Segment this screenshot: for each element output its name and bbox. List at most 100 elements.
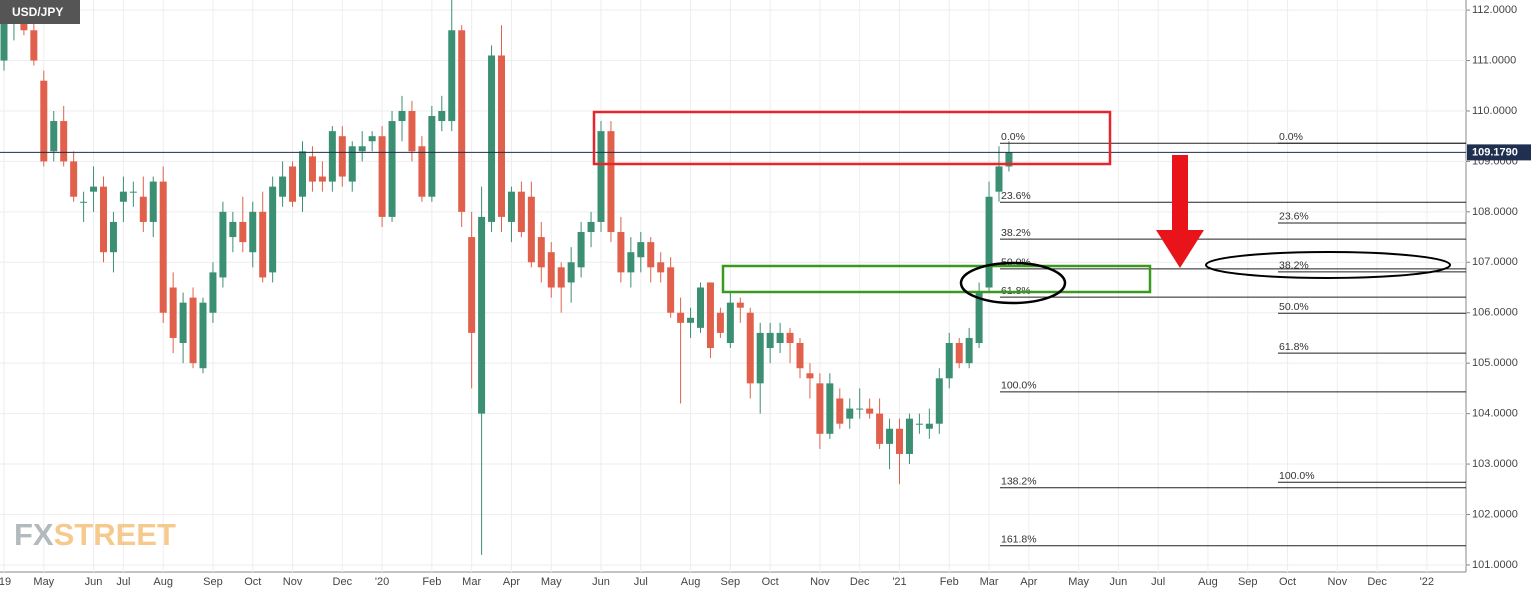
x-tick-label: Apr	[1020, 576, 1037, 588]
candle-body	[149, 181, 157, 222]
candle-body	[199, 302, 207, 369]
candle-body	[318, 176, 326, 182]
x-tick-label: Oct	[762, 576, 779, 588]
x-tick-label: Aug	[153, 576, 173, 588]
candle-body	[975, 292, 983, 343]
candle-body	[856, 408, 864, 410]
x-tick-label: Nov	[283, 576, 303, 588]
candle-body	[458, 30, 466, 212]
candle-body	[418, 146, 426, 197]
support-box	[721, 264, 1152, 294]
candle-body	[40, 80, 48, 162]
x-tick-label: '20	[375, 576, 389, 588]
watermark: FXSTREET	[14, 517, 176, 552]
candle-body	[935, 378, 943, 424]
price-label-box	[1467, 144, 1531, 161]
candle-body	[80, 201, 88, 203]
candle-body	[259, 211, 267, 278]
candle-body	[229, 221, 237, 238]
candle-body	[567, 262, 575, 283]
candle-body	[338, 136, 346, 177]
candle-body	[249, 211, 257, 253]
chart-title: USD/JPY	[12, 5, 63, 19]
watermark-fx: FX	[14, 517, 54, 552]
candle-body	[1005, 152, 1013, 167]
resistance-box	[592, 110, 1112, 166]
arrow-head	[1156, 230, 1204, 268]
candle-body	[746, 312, 754, 384]
fib-label: 138.2%	[1001, 476, 1037, 488]
candle-body	[269, 186, 277, 273]
candle-body	[736, 302, 744, 308]
candle-body	[60, 121, 68, 162]
candle-body	[428, 116, 436, 197]
x-tick-label: Aug	[1198, 576, 1218, 588]
candle-body	[109, 221, 117, 253]
candle-body	[557, 267, 565, 288]
candle-body	[438, 110, 446, 122]
candle-body	[279, 176, 287, 197]
y-tick-label: 110.0000	[1472, 105, 1517, 117]
x-tick-label: Feb	[940, 576, 959, 588]
candle-body	[50, 121, 58, 152]
candle-body	[925, 423, 933, 429]
fib-label: 0.0%	[1001, 131, 1025, 143]
x-tick-label: Sep	[1238, 576, 1258, 588]
candle-body	[786, 332, 794, 343]
arrow-shaft	[1172, 155, 1188, 231]
candle-body	[706, 282, 714, 349]
candle-body	[905, 418, 913, 454]
plot: 109.1790 0.0% 23.6% 38.2% 50.0% 61.8% 100.0% 13…	[0, 0, 1531, 555]
x-tick-label: Dec	[1367, 576, 1387, 588]
candle-body	[90, 186, 98, 192]
candle-body	[806, 373, 814, 379]
candle-body	[627, 252, 635, 273]
candle-body	[70, 161, 78, 197]
candle-body	[209, 272, 217, 313]
x-tick-label: Jun	[592, 576, 610, 588]
y-tick-label: 112.0000	[1472, 4, 1517, 16]
fib-label: 38.2%	[1001, 227, 1031, 239]
candle-body	[100, 186, 107, 253]
y-tick-label: 111.0000	[1472, 54, 1516, 66]
candle-body	[388, 121, 396, 217]
candle-body	[378, 136, 386, 217]
title-box	[0, 0, 80, 24]
x-tick-label: Jul	[116, 576, 130, 588]
candle-body	[348, 146, 356, 182]
y-tick-label: 104.0000	[1472, 408, 1518, 420]
candle-body	[915, 423, 923, 425]
candle-body	[896, 428, 903, 454]
candle-body	[826, 383, 834, 434]
candle-body	[677, 312, 685, 323]
candle-body	[159, 181, 167, 313]
candle-body	[637, 242, 645, 258]
x-tick-label: Mar	[462, 576, 481, 588]
y-tick-label: 101.0000	[1472, 559, 1518, 571]
fib-label: 100.0%	[1001, 380, 1037, 392]
candle-body	[667, 267, 675, 313]
x-tick-label: May	[33, 576, 54, 588]
x-tick-label: Mar	[980, 576, 999, 588]
candle-body	[308, 156, 316, 182]
candle-body	[408, 110, 416, 152]
circle-marker	[1205, 251, 1451, 279]
fib-label: 100.0%	[1279, 470, 1315, 482]
watermark-street: STREET	[54, 517, 176, 552]
x-tick-label: Feb	[422, 576, 441, 588]
y-tick-label: 108.0000	[1472, 206, 1518, 218]
candle-body	[657, 262, 665, 273]
fib-label: 23.6%	[1001, 190, 1031, 202]
price-label: 109.1790	[1472, 146, 1518, 158]
candle-body	[617, 232, 625, 273]
fib-label: 161.8%	[1001, 534, 1037, 546]
candle-body	[687, 317, 695, 323]
candle-body	[985, 196, 993, 288]
x-tick-label: Dec	[333, 576, 353, 588]
candle-body	[866, 408, 874, 414]
candle-body	[507, 191, 515, 222]
x-tick-label: Jun	[85, 576, 103, 588]
x-tick-label: '22	[1420, 576, 1434, 588]
candle-body	[189, 297, 197, 364]
x-tick-label: Aug	[681, 576, 701, 588]
